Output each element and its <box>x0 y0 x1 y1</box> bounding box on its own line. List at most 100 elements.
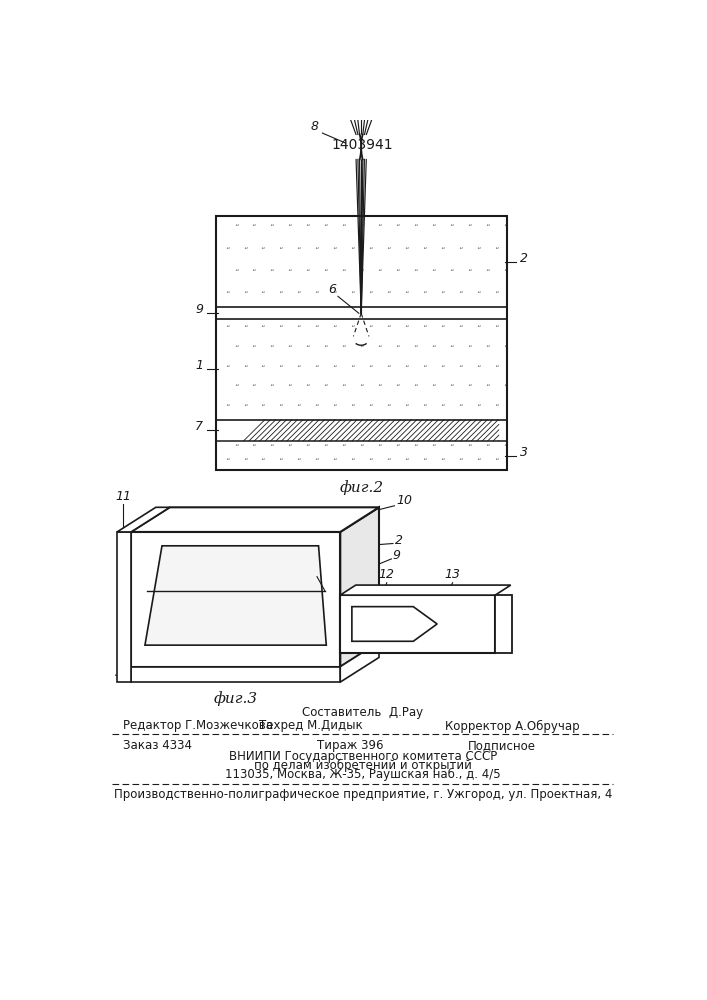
Text: “: “ <box>297 539 301 547</box>
Text: “: “ <box>460 640 464 648</box>
Text: “: “ <box>440 325 445 333</box>
Text: “: “ <box>322 511 326 519</box>
Text: “: “ <box>403 627 407 635</box>
Text: “: “ <box>257 668 261 676</box>
Text: “: “ <box>477 365 481 373</box>
Text: “: “ <box>351 365 355 373</box>
Text: “: “ <box>431 384 436 392</box>
Bar <box>495 595 513 653</box>
Text: “: “ <box>315 365 319 373</box>
Text: “: “ <box>288 444 292 452</box>
Text: 1: 1 <box>195 359 203 372</box>
Text: “: “ <box>252 345 256 353</box>
Text: 2: 2 <box>395 534 402 546</box>
Text: “: “ <box>279 247 283 255</box>
Text: 7: 7 <box>195 420 203 433</box>
Text: “: “ <box>305 269 310 277</box>
Text: “: “ <box>384 640 388 648</box>
Text: “: “ <box>261 325 265 333</box>
Text: “: “ <box>368 404 373 412</box>
Text: “: “ <box>329 539 333 547</box>
Text: “: “ <box>194 558 198 566</box>
Text: 10: 10 <box>396 494 412 507</box>
Text: “: “ <box>210 558 214 566</box>
Text: “: “ <box>305 668 309 676</box>
Text: “: “ <box>170 577 174 585</box>
Text: “: “ <box>449 269 453 277</box>
Text: “: “ <box>243 325 247 333</box>
Text: “: “ <box>305 224 310 232</box>
Text: “: “ <box>341 384 346 392</box>
Text: “: “ <box>409 640 414 648</box>
Text: “: “ <box>194 668 198 676</box>
Text: “: “ <box>170 539 174 547</box>
Text: “: “ <box>403 599 407 607</box>
Text: “: “ <box>473 613 477 621</box>
Text: 3: 3 <box>115 666 122 679</box>
Text: “: “ <box>315 247 319 255</box>
Text: “: “ <box>404 365 409 373</box>
Text: “: “ <box>458 247 462 255</box>
Text: “: “ <box>422 291 426 299</box>
Text: “: “ <box>378 345 382 353</box>
Text: “: “ <box>492 627 496 635</box>
Text: “: “ <box>486 640 489 648</box>
Text: “: “ <box>422 325 426 333</box>
Text: “: “ <box>449 384 453 392</box>
Text: “: “ <box>178 558 182 566</box>
Text: “: “ <box>210 668 214 676</box>
Text: “: “ <box>279 521 283 529</box>
Text: “: “ <box>296 458 300 466</box>
Text: “: “ <box>210 633 214 641</box>
Text: “: “ <box>503 269 508 277</box>
Text: “: “ <box>225 247 229 255</box>
Text: “: “ <box>146 633 151 641</box>
Text: “: “ <box>428 599 433 607</box>
Text: “: “ <box>170 614 174 622</box>
Text: “: “ <box>225 365 229 373</box>
Text: “: “ <box>353 599 356 607</box>
Text: “: “ <box>139 614 142 622</box>
Text: “: “ <box>296 404 300 412</box>
Text: “: “ <box>279 291 283 299</box>
Text: “: “ <box>460 613 464 621</box>
Text: “: “ <box>341 224 346 232</box>
Text: “: “ <box>321 558 325 566</box>
Text: Редактор Г.Мозжечкова: Редактор Г.Мозжечкова <box>123 719 273 732</box>
Text: “: “ <box>218 652 222 660</box>
Text: “: “ <box>288 511 291 519</box>
Text: “: “ <box>163 595 166 603</box>
Text: “: “ <box>305 444 310 452</box>
Text: “: “ <box>329 577 333 585</box>
Text: “: “ <box>234 652 238 660</box>
Text: “: “ <box>395 384 399 392</box>
Text: “: “ <box>296 325 300 333</box>
Text: “: “ <box>331 521 334 529</box>
Text: “: “ <box>494 325 498 333</box>
Text: “: “ <box>431 345 436 353</box>
Text: “: “ <box>252 384 256 392</box>
Text: “: “ <box>366 521 369 529</box>
Text: “: “ <box>431 269 436 277</box>
Text: “: “ <box>346 640 350 648</box>
Text: “: “ <box>414 224 418 232</box>
Text: “: “ <box>428 627 433 635</box>
Text: “: “ <box>479 599 483 607</box>
Text: “: “ <box>324 224 328 232</box>
Text: “: “ <box>202 577 206 585</box>
Text: “: “ <box>313 614 317 622</box>
Text: “: “ <box>329 674 332 682</box>
Text: “: “ <box>250 674 253 682</box>
Text: “: “ <box>387 325 391 333</box>
Text: “: “ <box>378 627 382 635</box>
Text: “: “ <box>201 511 205 519</box>
Text: “: “ <box>289 668 293 676</box>
Text: “: “ <box>261 247 265 255</box>
Text: “: “ <box>387 458 391 466</box>
Text: “: “ <box>315 325 319 333</box>
Text: “: “ <box>194 633 198 641</box>
Text: “: “ <box>477 325 481 333</box>
Text: “: “ <box>170 674 174 682</box>
Text: “: “ <box>250 652 253 660</box>
Text: “: “ <box>346 613 350 621</box>
